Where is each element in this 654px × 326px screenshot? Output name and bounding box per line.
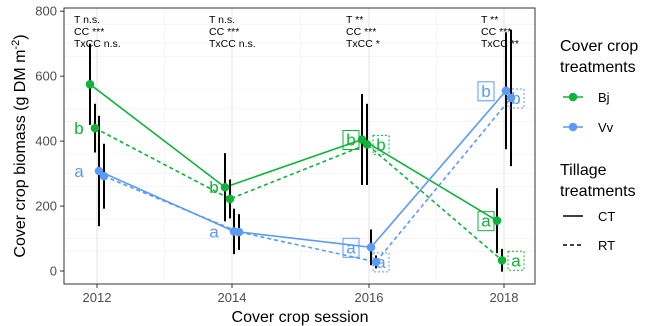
x-tick-label: 2012 [83,290,112,305]
legend-tillage-label: CT [598,209,615,224]
significance-annotations: T n.s.CC ***TxCC n.s.T n.s.CC ***TxCC n.… [74,14,519,50]
series-line-bj-rt [94,127,503,261]
letter-label: b [346,131,355,150]
legend-cover-label: Bj [598,90,610,105]
legend-tillage-title: Tillage [560,162,607,179]
legend-tillage-title: treatments [560,183,636,200]
letter-label: a [209,222,219,241]
panel-background [64,8,535,284]
letter-label: a [376,253,386,272]
data-point [85,80,95,89]
letter-box [342,237,360,258]
x-tick-label: 2014 [218,290,247,305]
significance-line: CC *** [209,26,239,38]
data-point [90,123,100,133]
data-point [362,140,372,149]
y-axis-title-close: ) [12,34,29,39]
series-points [85,80,516,267]
grid [64,8,535,285]
significance-line: CC *** [346,26,376,38]
significance-line: T ** [346,14,363,26]
y-axis: 0 200 400 600 800 [35,4,64,279]
significance-line: TxCC ** [481,38,519,50]
y-tick-label: 400 [35,134,57,149]
significance-line: T n.s. [74,14,100,26]
data-point [225,194,235,204]
letter-box [372,252,390,273]
legend-cover-title: Cover crop [560,38,638,55]
letter-box [342,130,360,151]
legend-cover-label: Vv [598,120,614,135]
data-point [492,216,502,225]
data-point [371,257,381,267]
significance-line: TxCC n.s. [74,38,121,50]
x-tick-label: 2018 [490,290,519,305]
significance-line: CC *** [481,26,511,38]
significance-line: T ** [481,14,498,26]
significance-line: TxCC * [346,38,380,50]
legend: Cover crop treatments Bj Vv Tillage treatment… [560,38,638,253]
letter-box [477,81,495,102]
legend-cover-title: treatments [560,59,636,76]
legend-cover-swatch-point [568,92,578,102]
y-axis-title-exponent: -2 [10,40,22,50]
letter-label: b [511,89,520,108]
letter-label: a [346,238,356,257]
x-axis-title: Cover crop session [232,309,369,326]
data-point [234,227,244,237]
x-tick-label: 2016 [355,290,384,305]
x-axis: 2012 2014 2016 2018 [83,284,519,305]
y-tick-label: 200 [35,199,57,214]
letter-label: b [74,119,83,138]
letter-label: a [481,212,491,231]
legend-tillage-label: RT [598,238,615,253]
series-line-vv-ct [98,90,507,249]
data-point [497,255,507,265]
data-point [99,171,109,181]
letter-box [372,134,390,155]
legend-cover-swatch-point [568,122,578,132]
data-point [366,243,376,252]
data-point [501,86,511,96]
panel-border [63,7,536,285]
y-axis-title-main: Cover crop biomass (g DM m [12,50,29,258]
series-lines [89,83,512,263]
data-point [506,93,516,103]
letter-label: a [511,251,521,270]
y-tick-label: 600 [35,69,57,84]
letter-label: b [481,82,490,101]
significance-line: CC *** [74,26,104,38]
letter-box [477,211,495,232]
letter-label: b [376,135,385,154]
letter-box [507,250,525,271]
letter-label: a [74,162,84,181]
y-axis-title: Cover crop biomass (g DM m-2) [10,34,29,257]
letter-box [507,88,525,109]
significance-line: T n.s. [209,14,235,26]
y-tick-label: 800 [35,4,57,19]
data-point [220,182,230,192]
y-tick-label: 0 [50,264,57,279]
significance-line: TxCC n.s. [209,38,256,50]
letter-label: b [209,178,218,197]
series-line-vv-rt [103,97,512,263]
letter-annotations: b a b a b b a a a a b b [74,81,525,273]
